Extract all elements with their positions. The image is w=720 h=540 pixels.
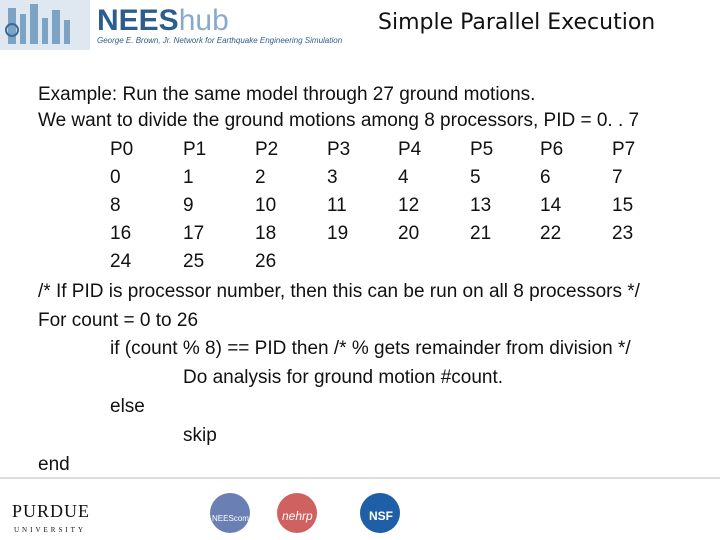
- table-cell: 11: [327, 195, 347, 216]
- table-cell: 14: [540, 195, 562, 216]
- purdue-logo: PURDUE: [12, 501, 91, 521]
- table-cell: 17: [183, 223, 205, 244]
- table-cell: 22: [540, 223, 562, 244]
- table-header: P4: [398, 139, 422, 160]
- neescomm-logo: [210, 493, 250, 533]
- neescomm-text: NEEScomm: [212, 514, 256, 523]
- table-header: P3: [327, 139, 351, 160]
- table-cell: 10: [255, 195, 277, 216]
- nsf-logo: [360, 493, 400, 533]
- logo-gear: [5, 23, 19, 37]
- table-cell: 12: [398, 195, 420, 216]
- table-cell: 26: [255, 251, 277, 272]
- code-line: Do analysis for ground motion #count.: [183, 367, 504, 388]
- slide-title: Simple Parallel Execution: [378, 10, 656, 35]
- table-cell: 16: [110, 223, 132, 244]
- table-cell: 2: [255, 167, 266, 188]
- nehrp-logo: [277, 493, 317, 533]
- code-line: For count = 0 to 26: [38, 310, 199, 331]
- table-cell: 25: [183, 251, 205, 272]
- table-header: P5: [470, 139, 494, 160]
- table-cell: 9: [183, 195, 194, 216]
- table-cell: 5: [470, 167, 481, 188]
- table-header: P6: [540, 139, 564, 160]
- table-cell: 23: [612, 223, 634, 244]
- nehrp-text: nehrp: [282, 509, 313, 523]
- table-header: P0: [110, 139, 134, 160]
- table-cell: 15: [612, 195, 634, 216]
- table-cell: 0: [110, 167, 121, 188]
- table-cell: 21: [470, 223, 492, 244]
- table-cell: 1: [183, 167, 194, 188]
- logo-tagline: George E. Brown, Jr. Network for Earthqu…: [97, 36, 343, 45]
- nsf-text: NSF: [369, 509, 393, 523]
- brand: NEES: [97, 4, 179, 37]
- table-cell: 6: [540, 167, 551, 188]
- table-cell: 7: [612, 167, 623, 188]
- table-cell: 19: [327, 223, 349, 244]
- table-cell: 13: [470, 195, 492, 216]
- code-line: skip: [183, 425, 217, 446]
- brand-suffix: hub: [178, 4, 229, 37]
- logo-icon: [8, 4, 70, 44]
- table-cell: 4: [398, 167, 409, 188]
- table-header: P7: [612, 139, 636, 160]
- purdue-sub: UNIVERSITY: [14, 526, 86, 534]
- intro-line: We want to divide the ground motions amo…: [38, 110, 640, 131]
- table-cell: 24: [110, 251, 132, 272]
- code-line: else: [110, 396, 145, 417]
- intro-line: Example: Run the same model through 27 g…: [38, 84, 536, 105]
- code-line: end: [38, 454, 70, 475]
- table-cell: 20: [398, 223, 420, 244]
- logo-brand: NEEShub: [97, 4, 229, 38]
- code-line: if (count % 8) == PID then /* % gets rem…: [110, 338, 631, 359]
- table-cell: 18: [255, 223, 277, 244]
- table-header: P2: [255, 139, 279, 160]
- table-header: P1: [183, 139, 207, 160]
- table-cell: 3: [327, 167, 338, 188]
- table-cell: 8: [110, 195, 121, 216]
- code-line: /* If PID is processor number, then this…: [38, 281, 640, 302]
